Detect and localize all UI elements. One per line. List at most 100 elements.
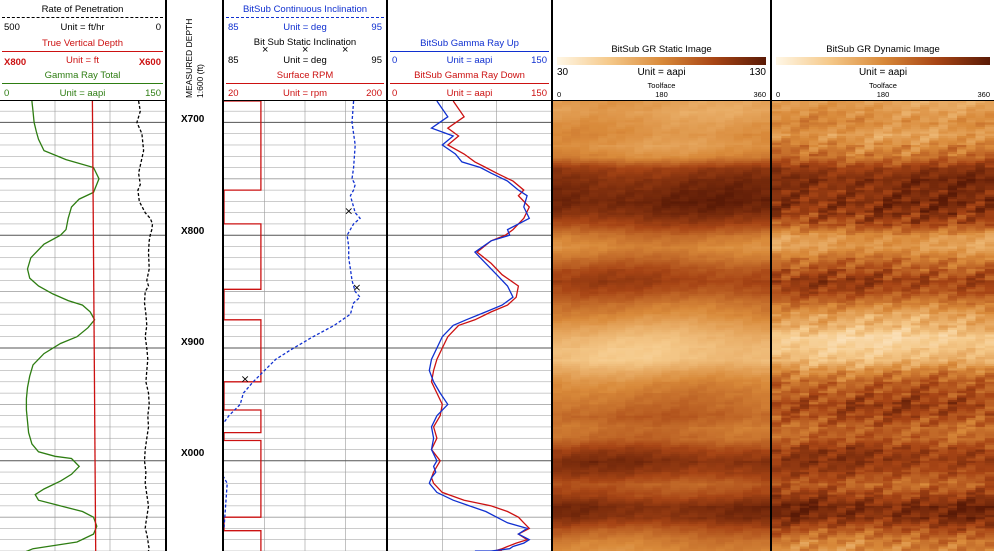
static-image-cell	[688, 136, 699, 139]
static-image-cell	[733, 539, 744, 543]
static-image-cell	[679, 336, 690, 340]
static-image-cell	[751, 103, 762, 106]
static-image-cell	[571, 363, 581, 367]
static-image-cell	[724, 167, 735, 171]
static-image-cell	[607, 442, 617, 446]
static-image-cell	[706, 181, 717, 184]
static-image-cell	[661, 519, 672, 523]
static-image-cell	[733, 460, 744, 464]
static-image-cell	[724, 467, 735, 471]
static-image-cell	[562, 535, 572, 538]
static-image-cell	[742, 508, 753, 511]
static-image-cell	[697, 115, 708, 119]
static-image-cell	[652, 469, 663, 473]
static-image-cell	[616, 336, 626, 340]
static-image-cell	[598, 546, 608, 550]
static-image-cell	[679, 417, 690, 421]
static-image-cell	[580, 339, 590, 342]
static-image-cell	[589, 492, 599, 496]
static-image-cell	[571, 397, 581, 401]
static-image-cell	[715, 273, 726, 277]
static-image-cell	[688, 343, 699, 347]
static-image-cell	[562, 494, 572, 498]
static-image-cell	[724, 176, 735, 180]
static-image-cell	[670, 485, 681, 489]
static-image-cell	[761, 323, 770, 326]
static-image-cell	[625, 284, 635, 288]
static-image-cell	[571, 210, 581, 214]
static-image-cell	[589, 228, 599, 232]
static-image-cell	[761, 354, 770, 358]
static-image-cell	[661, 196, 672, 200]
static-image-cell	[661, 440, 672, 444]
static-image-cell	[652, 217, 663, 220]
static-image-cell	[571, 154, 581, 157]
static-image-cell	[571, 174, 581, 178]
static-image-cell	[724, 449, 735, 453]
static-image-cell	[580, 278, 590, 281]
static-image-cell	[679, 275, 690, 279]
static-image-cell	[643, 440, 653, 444]
static-image-cell	[643, 517, 653, 520]
static-image-cell	[589, 176, 599, 180]
static-image-cell	[634, 289, 644, 293]
static-image-cell	[670, 474, 681, 478]
static-image-cell	[652, 395, 663, 399]
static-image-cell	[625, 514, 635, 518]
static-image-cell	[706, 296, 717, 299]
static-image-cell	[733, 226, 744, 229]
static-image-cell	[742, 320, 753, 324]
static-image-cell	[733, 424, 744, 428]
static-image-cell	[589, 253, 599, 257]
static-image-cell	[742, 406, 753, 410]
static-image-cell	[553, 413, 563, 417]
static-image-cell	[580, 257, 590, 261]
static-image-cell	[670, 217, 681, 220]
static-image-cell	[670, 537, 681, 541]
static-image-cell	[761, 107, 770, 110]
static-image-cell	[580, 381, 590, 385]
static-image-cell	[571, 366, 581, 369]
static-image-cell	[643, 271, 653, 275]
static-image-cell	[661, 512, 672, 516]
static-image-cell	[742, 255, 753, 259]
static-image-cell	[742, 447, 753, 450]
static-image-cell	[724, 357, 735, 360]
static-image-cell	[670, 194, 681, 198]
track-static-image: BitSub GR Static Image 30 Unit = aapi 13…	[553, 0, 772, 551]
static-image-cell	[679, 354, 690, 358]
static-image-cell	[562, 169, 572, 173]
static-image-cell	[553, 257, 563, 261]
static-image-cell	[562, 260, 572, 263]
static-image-cell	[670, 406, 681, 410]
static-image-cell	[571, 327, 581, 331]
static-image-cell	[742, 514, 753, 518]
static-image-cell	[742, 388, 753, 392]
static-image-cell	[589, 145, 599, 148]
static-image-cell	[643, 336, 653, 340]
static-image-cell	[733, 366, 744, 369]
static-image-cell	[679, 151, 690, 155]
static-image-cell	[580, 388, 590, 392]
static-image-cell	[715, 160, 726, 164]
static-image-cell	[571, 492, 581, 496]
static-image-cell	[652, 411, 663, 414]
static-image-cell	[562, 154, 572, 157]
static-image-cell	[580, 113, 590, 117]
static-image-cell	[670, 208, 681, 211]
static-image-cell	[553, 172, 563, 175]
static-image-cell	[580, 115, 590, 119]
static-image-cell	[761, 318, 770, 322]
static-image-cell	[670, 325, 681, 329]
static-image-cell	[580, 442, 590, 446]
static-image-cell	[761, 424, 770, 428]
static-image-cell	[643, 539, 653, 543]
static-image-cell	[616, 372, 626, 376]
static-image-cell	[598, 397, 608, 401]
static-image-cell	[643, 181, 653, 184]
static-image-cell	[607, 194, 617, 198]
static-image-cell	[571, 334, 581, 338]
static-image-cell	[634, 417, 644, 421]
static-image-cell	[724, 145, 735, 148]
static-image-cell	[706, 107, 717, 110]
